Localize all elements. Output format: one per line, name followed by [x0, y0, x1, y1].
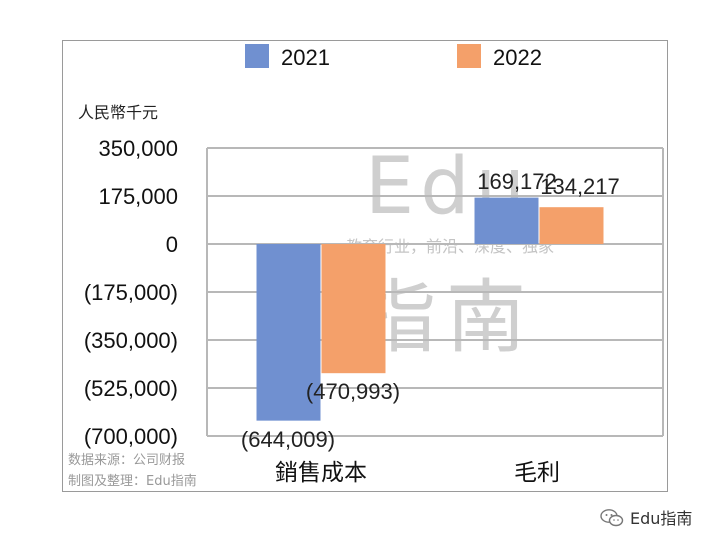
- brand-footer: Edu指南: [600, 505, 692, 529]
- brand-name: Edu指南: [630, 509, 693, 528]
- bar-2022-0: [321, 244, 386, 374]
- wechat-icon: [600, 509, 624, 527]
- x-category-label: 銷售成本: [275, 460, 367, 486]
- legend-label: 2021: [281, 45, 330, 70]
- y-tick-label: (525,000): [84, 376, 178, 401]
- y-tick-label: (175,000): [84, 280, 178, 305]
- y-tick-label: 0: [166, 232, 178, 257]
- x-category-label: 毛利: [514, 460, 560, 486]
- y-tick-label: 175,000: [98, 184, 178, 209]
- y-tick-label: 350,000: [98, 136, 178, 161]
- y-tick-label: (350,000): [84, 328, 178, 353]
- bar-2022-1: [539, 207, 604, 244]
- legend-swatch: [245, 44, 269, 68]
- y-unit-label: 人民幣千元: [78, 103, 158, 122]
- legend-label: 2022: [493, 45, 542, 70]
- data-label: (470,993): [306, 379, 400, 404]
- source-note: 数据来源：公司财报: [68, 453, 185, 468]
- data-label: (644,009): [241, 427, 335, 452]
- y-tick-label: (700,000): [84, 424, 178, 449]
- data-label: 134,217: [540, 174, 620, 199]
- bar-2021-0: [256, 244, 321, 421]
- bar-2021-1: [474, 197, 539, 244]
- legend-swatch: [457, 44, 481, 68]
- made-by-note: 制图及整理：Edu指南: [68, 473, 197, 489]
- data-label: 169,172: [477, 169, 557, 194]
